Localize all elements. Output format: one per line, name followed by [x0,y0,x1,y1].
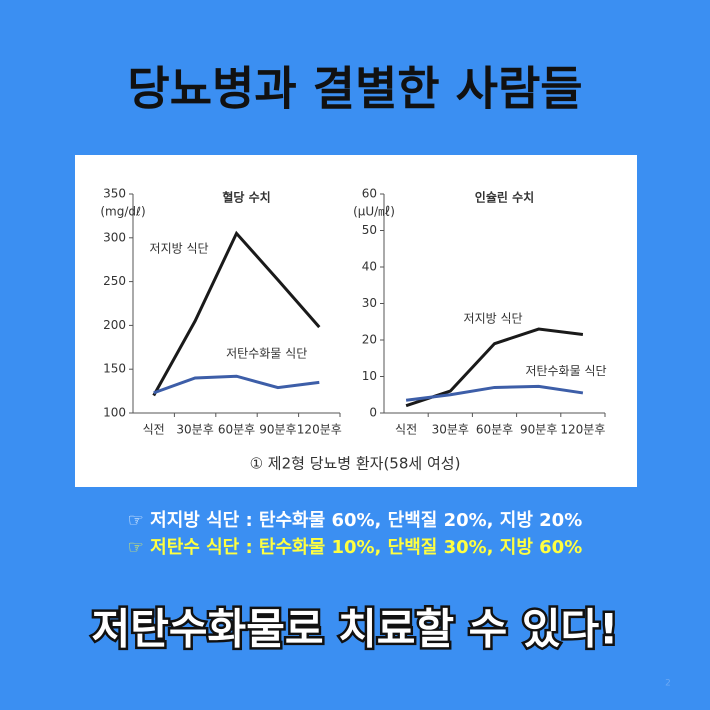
series-label: 저지방 식단 [150,241,209,255]
x-tick-label: 식전 [143,423,165,437]
y-tick-label: 350 [103,187,126,201]
y-tick-label: 200 [103,318,126,332]
chart-panel [75,155,637,487]
y-tick-label: 250 [103,274,126,288]
y-tick-label: 300 [103,230,126,244]
line-series [405,384,584,402]
x-tick-label: 120분후 [297,423,342,437]
title: 당뇨병과 결별한 사람들 [127,62,582,116]
y-axis-label: (μU/㎖) [353,205,395,219]
page-number: 2 [665,679,671,689]
y-tick-label: 30 [362,296,377,310]
series-label: 저지방 식단 [464,311,523,325]
chart-title: 인슐린 수치 [475,190,534,205]
series-label: 저탄수화물 식단 [226,346,307,360]
y-tick-label: 50 [362,223,377,237]
caption: ① 제2형 당뇨병 환자(58세 여성) [250,455,461,473]
x-tick-label: 30분후 [176,423,213,437]
chart-title: 혈당 수치 [222,190,270,205]
series-label: 저탄수화물 식단 [525,364,606,378]
y-tick-label: 10 [362,369,377,383]
x-tick-label: 60분후 [218,423,255,437]
y-tick-label: 20 [362,333,377,347]
line-series [153,374,320,395]
y-tick-label: 40 [362,260,377,274]
y-tick-label: 100 [103,406,126,420]
line-series [152,230,321,397]
y-axis-label: (mg/dℓ) [100,205,145,219]
x-tick-label: 90분후 [259,423,296,437]
y-tick-label: 0 [369,406,377,420]
x-tick-label: 식전 [395,423,417,437]
footer: 저탄수화물로 치료할 수 있다! [92,605,619,654]
x-tick-label: 60분후 [476,423,513,437]
x-tick-label: 30분후 [432,423,469,437]
y-tick-label: 150 [103,362,126,376]
y-tick-label: 60 [362,187,377,201]
note: ☞ 저지방 식단 : 탄수화물 60%, 단백질 20%, 지방 20% [128,510,583,531]
x-tick-label: 90분후 [520,423,557,437]
note: ☞ 저탄수 식단 : 탄수화물 10%, 단백질 30%, 지방 60% [128,537,583,558]
x-tick-label: 120분후 [560,423,605,437]
